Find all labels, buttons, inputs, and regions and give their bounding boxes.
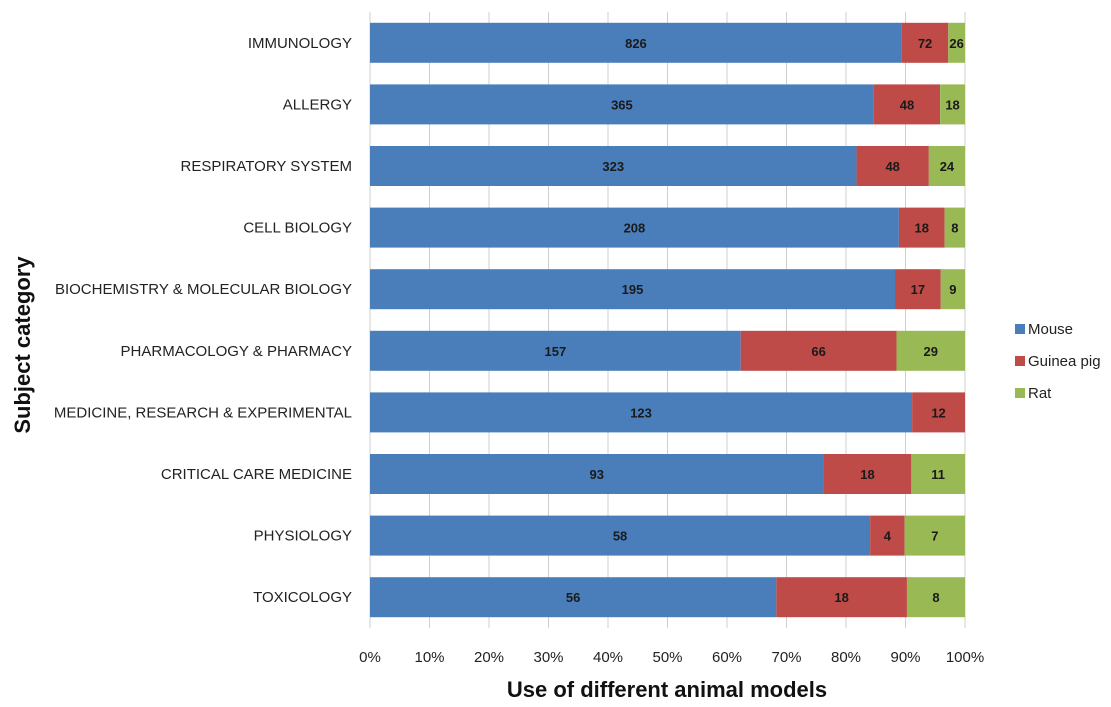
bar-value-label: 18 bbox=[860, 467, 874, 482]
category-label: CELL BIOLOGY bbox=[243, 220, 352, 237]
x-tick-labels: 0% 10% 20% 30% 40% 50% 60% 70% 80% 90% 100% bbox=[359, 649, 984, 666]
bar-segment-mouse bbox=[370, 146, 857, 186]
bar-segment-rat bbox=[896, 330, 965, 371]
bar-value-label: 123 bbox=[630, 405, 652, 420]
bar-segment-guinea-pig bbox=[740, 330, 897, 371]
bar-segment-mouse bbox=[370, 22, 902, 63]
bar-value-label: 66 bbox=[811, 344, 825, 359]
bar-value-label: 208 bbox=[624, 221, 646, 236]
bar-value-label: 18 bbox=[915, 221, 929, 236]
bar-segment-guinea-pig bbox=[873, 84, 941, 125]
legend-swatch bbox=[1015, 324, 1025, 334]
category-label: ALLERGY bbox=[283, 96, 352, 113]
category-label: CRITICAL CARE MEDICINE bbox=[161, 466, 352, 483]
bar-segment-mouse bbox=[370, 84, 874, 125]
bar-segment-guinea-pig bbox=[823, 454, 912, 494]
bar-value-label: 18 bbox=[945, 97, 959, 112]
x-tick-label: 10% bbox=[414, 649, 444, 666]
bar-segment-rat bbox=[906, 577, 965, 618]
category-label: MEDICINE, RESEARCH & EXPERIMENTAL bbox=[54, 404, 352, 421]
x-tick-label: 60% bbox=[712, 649, 742, 666]
category-label: IMMUNOLOGY bbox=[248, 35, 352, 52]
category-label: PHARMACOLOGY & PHARMACY bbox=[121, 343, 352, 360]
bar-value-label: 7 bbox=[931, 529, 938, 544]
bar-segment-guinea-pig bbox=[895, 269, 941, 310]
bar-value-label: 17 bbox=[911, 282, 925, 297]
bar-value-label: 58 bbox=[613, 529, 627, 544]
y-axis-title: Subject category bbox=[10, 256, 35, 434]
bar-segment-guinea-pig bbox=[912, 392, 965, 433]
x-tick-label: 40% bbox=[593, 649, 623, 666]
x-tick-label: 100% bbox=[946, 649, 984, 666]
bar-value-label: 48 bbox=[885, 159, 899, 174]
legend: Mouse Guinea pig Rat bbox=[1015, 321, 1101, 402]
bar-segment-rat bbox=[944, 207, 965, 248]
bar-value-label: 26 bbox=[949, 36, 963, 51]
bar-value-label: 8 bbox=[932, 590, 939, 605]
legend-swatch bbox=[1015, 388, 1025, 398]
bar-segment-mouse bbox=[370, 207, 899, 248]
x-tick-label: 90% bbox=[890, 649, 920, 666]
bar-value-label: 195 bbox=[622, 282, 644, 297]
bar-segment-mouse bbox=[370, 515, 871, 556]
bar-value-label: 365 bbox=[611, 97, 633, 112]
bar-value-label: 9 bbox=[949, 282, 956, 297]
category-labels: IMMUNOLOGY ALLERGY RESPIRATORY SYSTEM CELL … bbox=[54, 35, 352, 606]
x-tick-label: 0% bbox=[359, 649, 381, 666]
bar-value-label: 11 bbox=[931, 467, 945, 482]
bar-segment-mouse bbox=[370, 454, 824, 494]
bar-segment-mouse bbox=[370, 330, 741, 371]
x-tick-label: 70% bbox=[771, 649, 801, 666]
bar-segment-rat bbox=[928, 146, 965, 186]
bar-value-label: 12 bbox=[931, 405, 945, 420]
x-tick-label: 30% bbox=[533, 649, 563, 666]
category-label: TOXICOLOGY bbox=[253, 589, 352, 606]
bar-value-label: 323 bbox=[602, 159, 624, 174]
category-label: BIOCHEMISTRY & MOLECULAR BIOLOGY bbox=[55, 281, 352, 298]
x-axis-title: Use of different animal models bbox=[507, 677, 827, 702]
bar-value-label: 48 bbox=[900, 97, 914, 112]
bar-value-label: 29 bbox=[924, 344, 938, 359]
category-label: PHYSIOLOGY bbox=[254, 528, 352, 545]
legend-label: Mouse bbox=[1028, 321, 1073, 338]
bar-value-label: 157 bbox=[544, 344, 566, 359]
legend-label: Guinea pig bbox=[1028, 353, 1101, 370]
bar-segment-rat bbox=[911, 454, 965, 494]
bar-value-label: 56 bbox=[566, 590, 580, 605]
bar-value-label: 18 bbox=[834, 590, 848, 605]
bar-segment-guinea-pig bbox=[856, 146, 929, 186]
bar-segment-mouse bbox=[370, 269, 895, 310]
bar-segment-mouse bbox=[370, 392, 913, 433]
x-tick-label: 20% bbox=[474, 649, 504, 666]
bar-value-label: 4 bbox=[884, 529, 892, 544]
legend-swatch bbox=[1015, 356, 1025, 366]
bar-segment-rat bbox=[940, 84, 965, 125]
category-label: RESPIRATORY SYSTEM bbox=[181, 158, 352, 175]
bar-segment-guinea-pig bbox=[870, 515, 905, 556]
bar-segment-guinea-pig bbox=[776, 577, 907, 618]
bar-value-label: 24 bbox=[940, 159, 955, 174]
bar-value-label: 93 bbox=[590, 467, 604, 482]
bar-value-label: 72 bbox=[918, 36, 932, 51]
legend-label: Rat bbox=[1028, 385, 1052, 402]
bar-segment-rat bbox=[904, 515, 965, 556]
bar-value-label: 8 bbox=[951, 221, 958, 236]
x-tick-label: 50% bbox=[652, 649, 682, 666]
bar-value-label: 826 bbox=[625, 36, 647, 51]
bar-segment-rat bbox=[940, 269, 965, 310]
bar-segment-guinea-pig bbox=[898, 207, 945, 248]
x-tick-label: 80% bbox=[831, 649, 861, 666]
bar-segment-mouse bbox=[370, 577, 777, 618]
bar-segment-guinea-pig bbox=[901, 22, 949, 63]
bar-segment-rat bbox=[948, 22, 965, 63]
